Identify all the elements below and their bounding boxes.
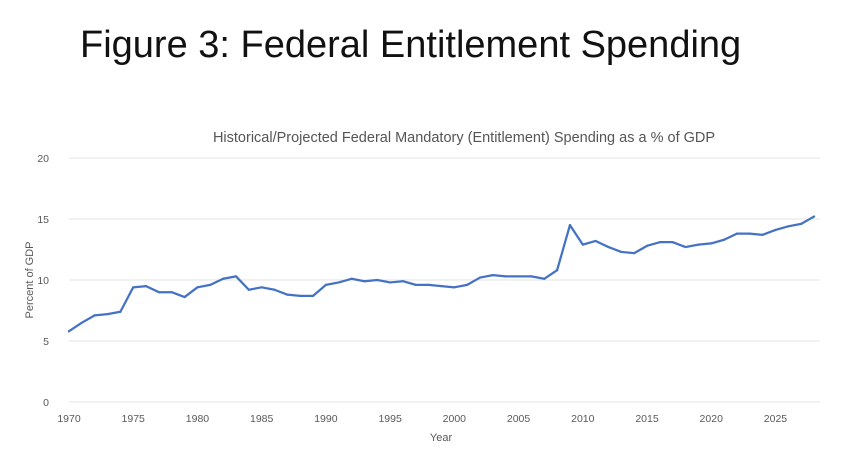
data-point — [761, 233, 764, 236]
series-layer — [67, 215, 816, 333]
data-point — [453, 286, 456, 289]
data-point — [620, 250, 623, 254]
data-point — [671, 241, 674, 244]
x-tick-label: 1990 — [314, 413, 338, 425]
data-point — [735, 232, 739, 235]
y-axis-label: Percent of GDP — [24, 241, 36, 318]
y-tick-label: 10 — [37, 275, 49, 287]
data-point — [440, 285, 443, 288]
x-tick-label: 1970 — [57, 413, 81, 425]
data-point — [350, 277, 353, 280]
data-point — [581, 243, 584, 246]
data-point — [299, 294, 302, 297]
chart-title: Historical/Projected Federal Mandatory (… — [213, 130, 715, 146]
data-point — [658, 241, 661, 244]
data-point — [260, 286, 263, 289]
data-point — [633, 252, 636, 255]
y-tick-label: 0 — [43, 397, 49, 409]
data-point — [144, 285, 148, 288]
x-tick-label: 1985 — [250, 413, 274, 425]
x-tick-label: 2000 — [443, 413, 467, 425]
y-tick-label: 5 — [43, 336, 49, 348]
data-point — [196, 286, 199, 289]
data-point — [67, 330, 71, 333]
x-axis-label: Year — [430, 432, 453, 444]
series-line — [67, 215, 816, 333]
data-point — [106, 313, 109, 316]
data-point — [517, 275, 520, 278]
data-point — [273, 288, 276, 291]
data-point — [376, 278, 379, 282]
data-point — [119, 310, 122, 313]
data-point — [645, 244, 649, 247]
data-point — [170, 291, 173, 294]
data-point — [710, 242, 713, 245]
data-point — [594, 239, 597, 243]
data-point — [247, 288, 250, 291]
y-axis-ticks: 0 5 10 15 20 — [37, 153, 49, 409]
data-point — [504, 275, 507, 278]
data-point — [427, 283, 430, 286]
data-point — [684, 245, 687, 249]
gridlines — [69, 157, 820, 403]
y-tick-label: 15 — [37, 214, 49, 226]
data-point — [183, 295, 186, 299]
data-point — [800, 222, 803, 225]
data-point — [530, 275, 533, 278]
data-point — [324, 283, 327, 286]
x-tick-label: 2015 — [635, 413, 659, 425]
data-point — [491, 274, 494, 277]
x-tick-label: 2025 — [764, 413, 788, 425]
data-point — [543, 277, 546, 280]
x-tick-label: 2005 — [507, 413, 531, 425]
data-point — [363, 280, 366, 283]
data-point — [812, 215, 816, 218]
data-point — [607, 245, 610, 249]
y-tick-label: 20 — [37, 153, 49, 165]
x-tick-label: 2020 — [700, 413, 724, 425]
data-point — [568, 224, 572, 227]
data-point — [748, 232, 751, 235]
data-point — [774, 228, 777, 232]
data-point — [234, 275, 238, 278]
data-point — [466, 283, 469, 286]
data-point — [787, 225, 790, 228]
data-point — [556, 269, 559, 272]
data-point — [132, 286, 135, 289]
data-point — [337, 281, 340, 284]
data-point — [722, 238, 726, 241]
x-tick-label: 1995 — [378, 413, 402, 425]
data-point — [157, 291, 161, 294]
data-point — [209, 283, 212, 286]
slide-title: Figure 3: Federal Entitlement Spending — [80, 24, 742, 66]
data-point — [222, 277, 225, 280]
x-tick-label: 2010 — [571, 413, 595, 425]
x-tick-label: 1975 — [122, 413, 146, 425]
data-point — [311, 294, 315, 297]
x-axis-ticks: 1970 1975 1980 1985 1990 1995 2000 2005 2010 2015… — [57, 413, 787, 425]
data-point — [414, 283, 417, 286]
data-point — [389, 281, 392, 284]
data-point — [401, 280, 405, 283]
x-tick-label: 1980 — [186, 413, 210, 425]
data-point — [80, 321, 83, 324]
data-point — [93, 314, 96, 317]
data-point — [478, 276, 482, 279]
data-point — [286, 293, 289, 296]
data-point — [697, 243, 700, 246]
